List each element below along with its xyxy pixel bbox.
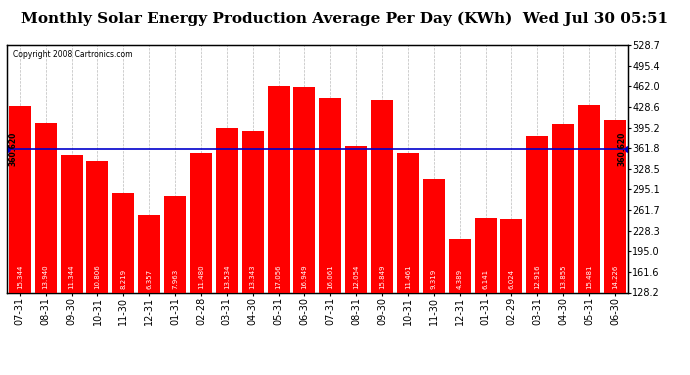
Text: 13.855: 13.855 <box>560 264 566 289</box>
Bar <box>61 155 83 292</box>
Text: 13.940: 13.940 <box>43 264 49 289</box>
Bar <box>552 124 574 292</box>
Bar <box>500 219 522 292</box>
Text: 11.461: 11.461 <box>405 264 411 289</box>
Text: 15.344: 15.344 <box>17 264 23 289</box>
Bar <box>448 239 471 292</box>
Bar <box>86 161 108 292</box>
Bar <box>578 105 600 292</box>
Text: 17.056: 17.056 <box>275 264 282 289</box>
Text: 12.054: 12.054 <box>353 264 359 289</box>
Text: 7.963: 7.963 <box>172 268 178 289</box>
Text: 6.357: 6.357 <box>146 269 152 289</box>
Text: 8.219: 8.219 <box>120 269 126 289</box>
Bar <box>34 123 57 292</box>
Text: Copyright 2008 Cartronics.com: Copyright 2008 Cartronics.com <box>13 50 132 59</box>
Bar <box>164 196 186 292</box>
Bar <box>526 136 549 292</box>
Text: 360.620: 360.620 <box>618 132 627 166</box>
Text: 6.141: 6.141 <box>482 269 489 289</box>
Text: 360.620: 360.620 <box>8 132 17 166</box>
Text: 15.849: 15.849 <box>379 264 385 289</box>
Bar <box>138 215 160 292</box>
Text: 4.389: 4.389 <box>457 269 463 289</box>
Text: 9.319: 9.319 <box>431 268 437 289</box>
Text: Monthly Solar Energy Production Average Per Day (KWh)  Wed Jul 30 05:51: Monthly Solar Energy Production Average … <box>21 11 669 26</box>
Bar <box>604 120 626 292</box>
Text: 13.534: 13.534 <box>224 264 230 289</box>
Text: 14.226: 14.226 <box>612 264 618 289</box>
Bar <box>475 218 497 292</box>
Bar <box>268 86 290 292</box>
Text: 16.061: 16.061 <box>327 264 333 289</box>
Text: 16.949: 16.949 <box>302 264 308 289</box>
Bar <box>190 153 212 292</box>
Bar <box>293 87 315 292</box>
Text: 11.344: 11.344 <box>68 264 75 289</box>
Text: 6.024: 6.024 <box>509 269 515 289</box>
Bar <box>112 193 135 292</box>
Bar <box>371 100 393 292</box>
Bar <box>423 179 445 292</box>
Text: 15.481: 15.481 <box>586 264 592 289</box>
Bar <box>216 128 238 292</box>
Text: 13.343: 13.343 <box>250 264 256 289</box>
Text: 12.916: 12.916 <box>534 264 540 289</box>
Bar <box>9 106 31 292</box>
Bar <box>319 98 342 292</box>
Text: 10.806: 10.806 <box>95 264 101 289</box>
Bar <box>397 153 419 292</box>
Bar <box>345 146 367 292</box>
Text: 11.480: 11.480 <box>198 264 204 289</box>
Bar <box>241 130 264 292</box>
